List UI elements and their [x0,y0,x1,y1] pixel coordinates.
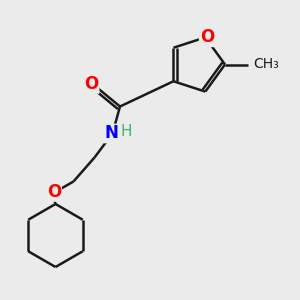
Text: O: O [200,28,214,46]
Text: CH₃: CH₃ [253,58,279,71]
Text: O: O [84,75,99,93]
Text: O: O [47,183,61,201]
Text: H: H [120,124,132,139]
Text: N: N [104,124,118,142]
